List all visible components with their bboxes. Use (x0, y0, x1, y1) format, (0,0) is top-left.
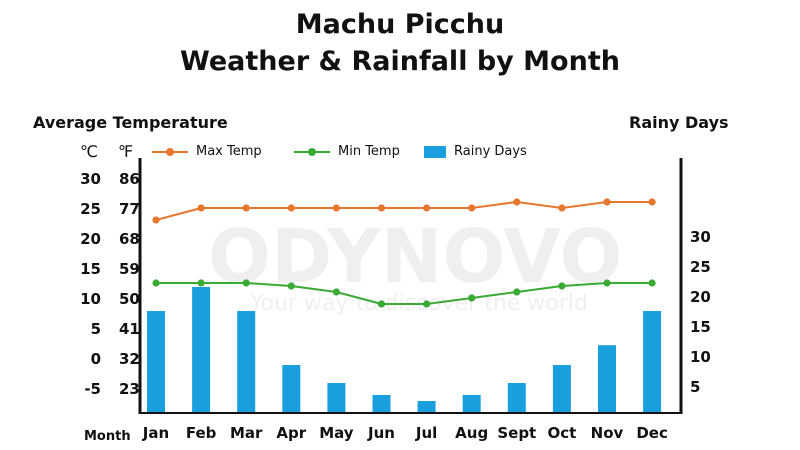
max-temp-point (558, 204, 566, 212)
month-tick-label: Sept (497, 424, 536, 442)
fahrenheit-tick-label: 68 (119, 230, 140, 248)
chart-title-line-1: Machu Picchu (295, 9, 505, 40)
min-temp-point (152, 279, 160, 287)
month-tick-label: Feb (186, 424, 217, 442)
fahrenheit-tick-label: 59 (119, 260, 140, 278)
rainy-days-bar (282, 365, 301, 413)
max-temp-point (152, 216, 160, 224)
rainy-days-tick-label: 10 (690, 348, 711, 366)
celsius-tick-label: 0 (91, 350, 101, 368)
max-temp-point (648, 198, 656, 206)
fahrenheit-tick-label: 77 (119, 200, 140, 218)
month-tick-label: Aug (455, 424, 488, 442)
max-temp-line (155, 200, 653, 221)
month-tick-label: Apr (276, 424, 306, 442)
max-temp-point (513, 198, 521, 206)
celsius-tick-label: 10 (80, 290, 101, 308)
month-tick-label: May (319, 424, 354, 442)
rainy-days-tick-label: 30 (690, 228, 711, 246)
min-temp-line (156, 282, 653, 305)
min-temp-point (558, 282, 566, 290)
legend-max-temp-label: Max Temp (196, 144, 262, 159)
min-temp-point (603, 279, 611, 287)
rainy-days-legend-swatch (424, 145, 446, 158)
fahrenheit-tick-label: 32 (119, 350, 140, 368)
rainy-days-bar (327, 383, 346, 413)
rainy-days-bar (507, 383, 526, 413)
rainy-days-bar (552, 365, 571, 413)
celsius-unit-label: ℃ (80, 142, 98, 161)
rainy-days-bar (372, 395, 391, 413)
min-temp-point (287, 282, 295, 290)
fahrenheit-tick-label: 86 (119, 170, 140, 188)
celsius-tick-label: 25 (80, 200, 101, 218)
max-temp-point (423, 204, 431, 212)
legend-min-temp-label: Min Temp (338, 144, 400, 159)
max-temp-point (377, 204, 386, 212)
month-tick-label: Jan (142, 424, 169, 442)
rainy-days-bar (147, 311, 165, 413)
min-temp-point (377, 300, 386, 308)
chart-title-line-2: Weather & Rainfall by Month (180, 46, 620, 77)
min-temp-point (468, 294, 476, 302)
rainy-days-tick-label: 20 (690, 288, 711, 306)
min-temp-point (332, 288, 340, 296)
legend-max-temp: Max Temp (152, 144, 262, 159)
legend-rainy-days: Rainy Days (424, 144, 527, 159)
min-temp-point (423, 300, 431, 308)
max-temp-point (287, 204, 295, 212)
rainy-days-bar (192, 287, 211, 413)
legend-min-temp: Min Temp (294, 144, 400, 159)
rainy-days-bar (462, 395, 481, 413)
celsius-tick-label: 20 (80, 230, 101, 248)
min-temp-point (513, 288, 521, 296)
min-temp-point (197, 279, 205, 287)
rainy-days-bar (643, 311, 662, 413)
celsius-tick-label: 15 (80, 260, 101, 278)
max-temp-point (468, 204, 476, 212)
right-axis-title: Rainy Days (629, 113, 729, 132)
max-temp-point (332, 204, 340, 212)
left-axis-title: Average Temperature (33, 113, 228, 132)
max-temp-point (603, 198, 611, 206)
month-tick-label: Jun (367, 424, 395, 442)
rainy-days-bar (598, 345, 616, 413)
rainy-days-bar (237, 311, 256, 413)
min-temp-point (648, 279, 656, 287)
watermark: ODYNOVO Your way to discover the world (208, 214, 622, 316)
max-temp-point (242, 204, 250, 212)
month-tick-label: Nov (591, 424, 624, 442)
celsius-tick-label: -5 (84, 380, 101, 398)
fahrenheit-unit-label: ℉ (118, 142, 134, 161)
month-tick-label: Mar (230, 424, 263, 442)
min-temp-legend-swatch (294, 147, 330, 156)
min-temp-point (242, 279, 250, 287)
fahrenheit-tick-label: 50 (119, 290, 140, 308)
month-tick-label: Oct (547, 424, 576, 442)
x-axis-title: Month (84, 429, 131, 444)
rainy-days-tick-label: 5 (690, 378, 700, 396)
fahrenheit-tick-label: 41 (119, 320, 140, 338)
max-temp-legend-swatch (152, 147, 188, 156)
month-tick-label: Dec (636, 424, 668, 442)
fahrenheit-tick-label: 23 (119, 380, 140, 398)
celsius-tick-label: 5 (91, 320, 101, 338)
month-tick-label: Jul (415, 424, 437, 442)
legend-rainy-days-label: Rainy Days (454, 144, 527, 159)
celsius-tick-label: 30 (80, 170, 101, 188)
max-temp-point (197, 204, 205, 212)
rainy-days-tick-label: 15 (690, 318, 711, 336)
rainy-days-tick-label: 25 (690, 258, 711, 276)
rainy-days-bar (417, 401, 436, 413)
